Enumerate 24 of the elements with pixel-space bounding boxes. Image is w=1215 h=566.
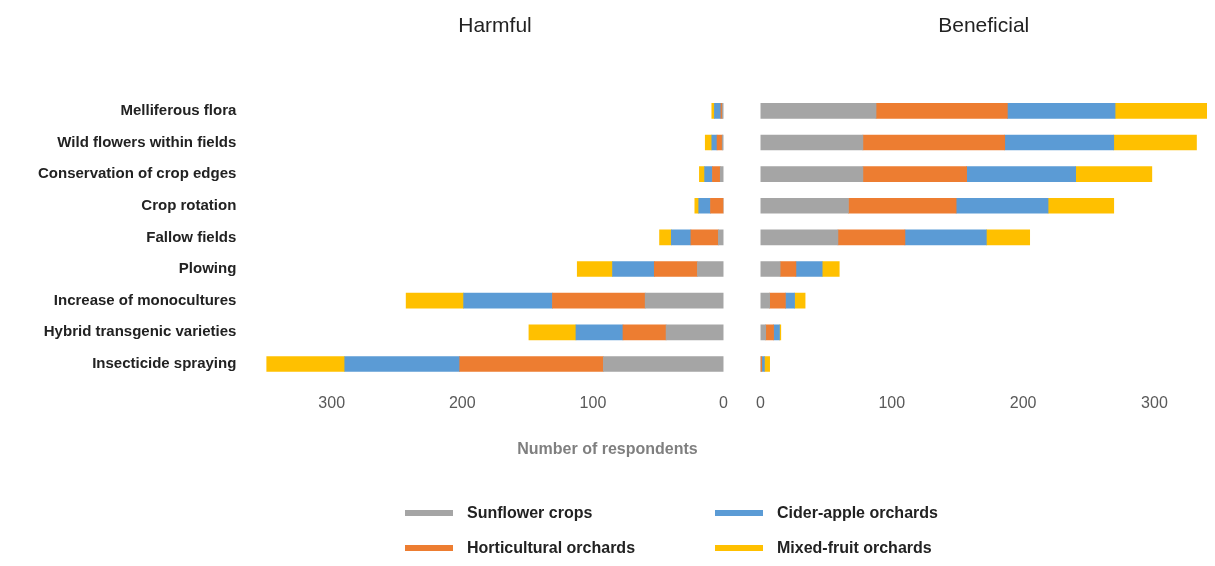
chart-title: Harmful (458, 12, 532, 36)
x-tick-label: 200 (1009, 393, 1037, 411)
y-tick-label: Plowing (178, 259, 237, 277)
legend-label: Cider-apple orchards (776, 502, 939, 523)
x-tick-label: 200 (448, 393, 476, 411)
x-axis-title: Number of respondents (516, 440, 699, 458)
x-tick-label: 0 (756, 393, 765, 411)
y-tick-label: Insecticide spraying (92, 354, 237, 372)
x-tick-label: 300 (1141, 393, 1168, 411)
x-tick-label: 300 (318, 393, 346, 411)
y-tick-label: Increase of monocultures (53, 290, 237, 308)
legend-label: Mixed-fruit orchards (776, 537, 933, 558)
x-tick-label: 0 (719, 393, 729, 411)
legend-label: Sunflower crops (466, 502, 594, 523)
y-tick-label: Conservation of crop edges (37, 164, 237, 182)
x-tick-label: 100 (878, 393, 906, 411)
x-tick-label: 100 (579, 393, 607, 411)
y-tick-label: Hybrid transgenic varieties (43, 322, 237, 340)
y-tick-label: Fallow fields (146, 227, 237, 245)
y-tick-label: Melliferous flora (120, 100, 238, 118)
chart-title: Beneficial (938, 12, 1030, 36)
y-tick-label: Crop rotation (141, 195, 237, 213)
legend-label: Horticultural orchards (466, 537, 637, 558)
y-tick-label: Wild flowers within fields (57, 132, 237, 150)
